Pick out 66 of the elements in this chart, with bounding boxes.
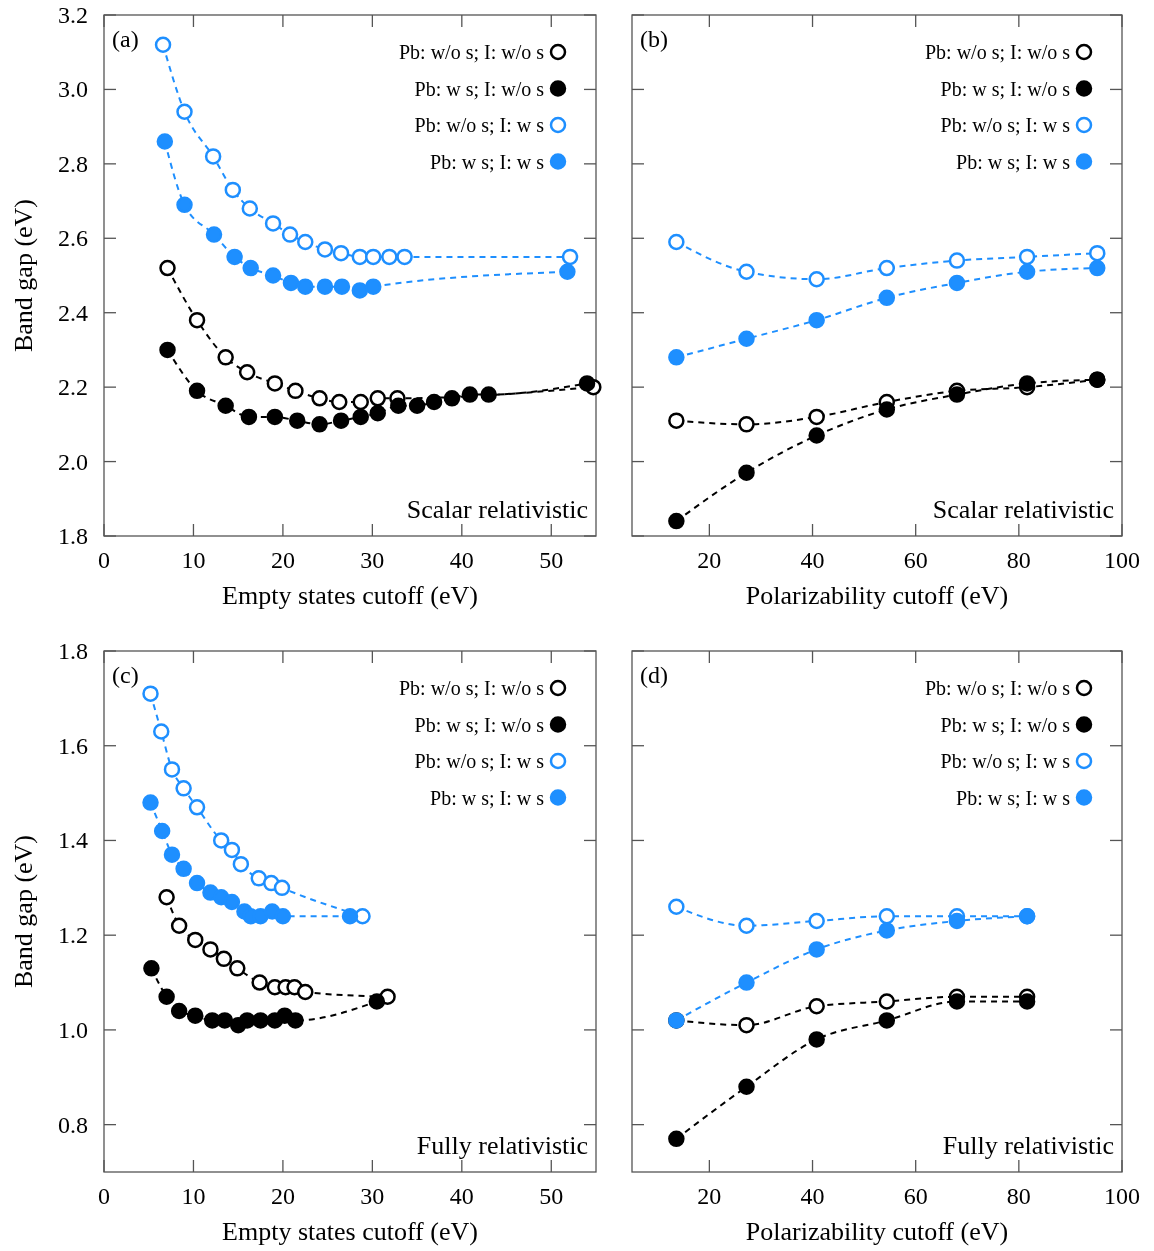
legend-label: Pb: w s; I: w s	[956, 786, 1071, 809]
legend-label: Pb: w/o s; I: w/o s	[924, 41, 1071, 63]
y-tick-label: 1.4	[58, 827, 88, 854]
x-axis-title: Polarizability cutoff (eV)	[745, 1217, 1009, 1246]
legend-label: Pb: w s; I: w/o s	[940, 713, 1071, 736]
y-tick-label: 2.0	[58, 448, 88, 475]
y-tick-label: 2.8	[58, 150, 88, 177]
text: (c)	[112, 662, 139, 688]
x-tick-label: 20	[697, 547, 722, 573]
x-tick-label: 20	[697, 1183, 722, 1209]
chart-title: (b)	[640, 26, 668, 52]
x-tick-label: 40	[449, 1183, 474, 1209]
y-tick-label: 2.6	[58, 225, 88, 252]
y-tick-label: 1.8	[58, 523, 88, 549]
x-axis-title: Empty states cutoff (eV)	[222, 1217, 478, 1246]
y-tick-label: 0.8	[58, 1111, 88, 1138]
legend-label: Pb: w s; I: w s	[430, 150, 545, 173]
legend-label: Pb: w s; I: w s	[956, 150, 1071, 173]
y-tick-label: 1.6	[58, 732, 88, 759]
y-tick-label: 3.0	[58, 76, 88, 103]
x-tick-label: 0	[98, 547, 110, 573]
legend-label: Pb: w/o s; I: w s	[940, 750, 1071, 772]
x-tick-label: 100	[1104, 547, 1140, 573]
legend-label: Pb: w s; I: w/o s	[414, 77, 545, 100]
x-tick-label: 30	[360, 547, 385, 573]
x-tick-label: 80	[1006, 1183, 1031, 1209]
y-axis-title: Band gap (eV)	[9, 834, 38, 989]
chart-title: (a)	[112, 26, 139, 52]
legend-label: Pb: w/o s; I: w/o s	[398, 677, 545, 699]
x-tick-label: 30	[360, 1183, 385, 1209]
x-tick-label: 10	[181, 1183, 206, 1209]
x-tick-label: 60	[903, 547, 928, 573]
x-tick-label: 20	[270, 547, 295, 573]
legend-label: Pb: w s; I: w/o s	[940, 77, 1071, 100]
y-tick-label: 1.0	[58, 1016, 88, 1043]
x-tick-label: 10	[181, 547, 206, 573]
x-tick-label: 80	[1006, 547, 1031, 573]
y-axis-title: Band gap (eV)	[9, 198, 38, 353]
x-axis-title: Empty states cutoff (eV)	[222, 581, 478, 610]
legend-label: Pb: w s; I: w s	[430, 786, 545, 809]
legend-label: Pb: w/o s; I: w/o s	[398, 41, 545, 63]
legend-label: Pb: w/o s; I: w/o s	[924, 677, 1071, 699]
annotation: Fully relativistic	[942, 1131, 1114, 1160]
annotation: Fully relativistic	[416, 1131, 588, 1160]
legend-label: Pb: w/o s; I: w s	[414, 114, 545, 136]
x-tick-label: 0	[98, 1183, 110, 1209]
legend-label: Pb: w/o s; I: w s	[940, 114, 1071, 136]
x-tick-label: 60	[903, 1183, 928, 1209]
text: (d)	[640, 662, 668, 688]
annotation: Scalar relativistic	[932, 495, 1114, 524]
y-tick-label: 2.4	[58, 299, 88, 326]
y-tick-label: 1.2	[58, 922, 88, 949]
y-tick-label: 2.2	[58, 374, 88, 401]
y-tick-label: 1.8	[58, 638, 88, 664]
x-tick-label: 50	[539, 547, 564, 573]
legend-label: Pb: w/o s; I: w s	[414, 750, 545, 772]
x-tick-label: 100	[1104, 1183, 1140, 1209]
x-axis-title: Polarizability cutoff (eV)	[745, 581, 1009, 610]
x-tick-label: 40	[800, 1183, 825, 1209]
y-tick-label: 3.2	[58, 2, 88, 28]
x-tick-label: 40	[449, 547, 474, 573]
x-tick-label: 20	[270, 1183, 295, 1209]
x-tick-label: 50	[539, 1183, 564, 1209]
legend-label: Pb: w s; I: w/o s	[414, 713, 545, 736]
annotation: Scalar relativistic	[406, 495, 588, 524]
x-tick-label: 40	[800, 547, 825, 573]
